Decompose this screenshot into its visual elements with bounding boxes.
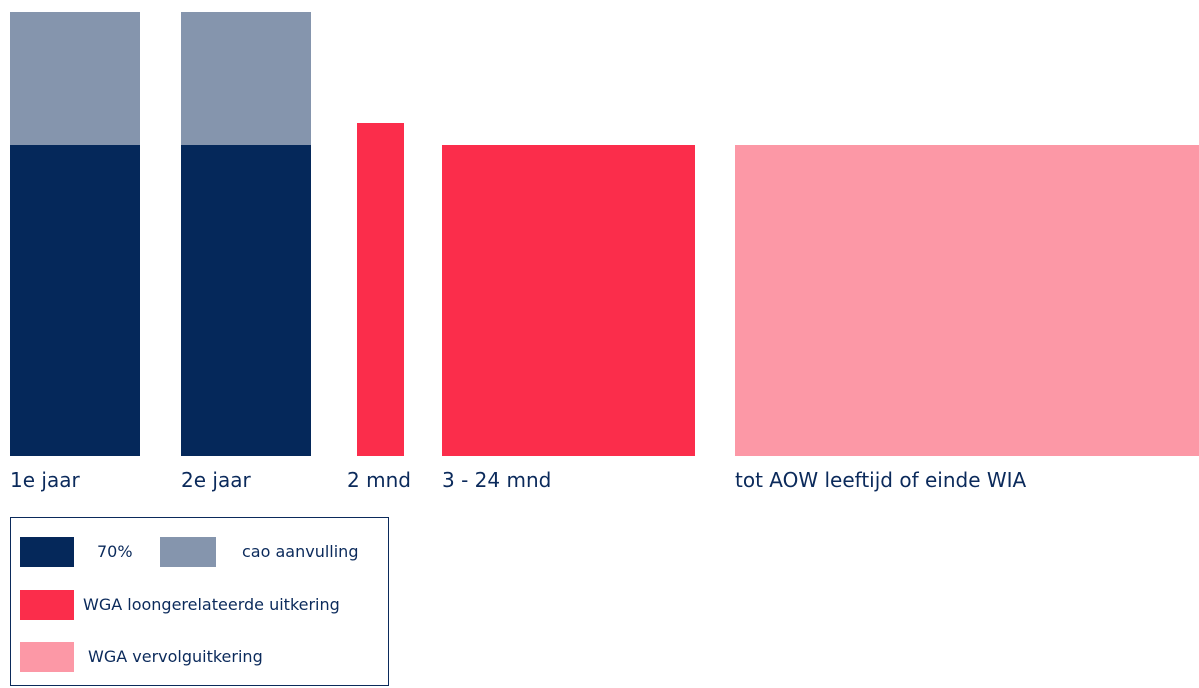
bar-vervolg-4 [735, 145, 1199, 456]
legend-label-vervolg: WGA vervolguitkering [88, 647, 263, 666]
legend-label-cao: cao aanvulling [242, 542, 359, 561]
category-label: tot AOW leeftijd of einde WIA [735, 468, 1027, 492]
legend: 70% cao aanvulling WGA loongerelateerde … [10, 517, 389, 686]
bar-chart: 1e jaar 2e jaar 2 mnd 3 - 24 mnd tot AOW lee… [10, 12, 1199, 492]
category-label: 2 mnd [347, 468, 411, 492]
legend-swatch-vervolg [20, 642, 74, 672]
category-label: 1e jaar [10, 468, 80, 492]
bar-cao-0 [10, 12, 140, 146]
bar-cao-1 [181, 12, 311, 146]
bar-base-1 [181, 145, 311, 456]
legend-swatch-base [20, 537, 74, 567]
bar-base-0 [10, 145, 140, 456]
legend-label-base: 70% [97, 542, 133, 561]
bar-loon-3 [442, 145, 695, 456]
category-label: 2e jaar [181, 468, 251, 492]
category-label: 3 - 24 mnd [442, 468, 552, 492]
legend-label-loon: WGA loongerelateerde uitkering [83, 595, 340, 614]
legend-swatch-cao [160, 537, 216, 567]
bar-loon-2 [357, 123, 404, 456]
legend-swatch-loon [20, 590, 74, 620]
